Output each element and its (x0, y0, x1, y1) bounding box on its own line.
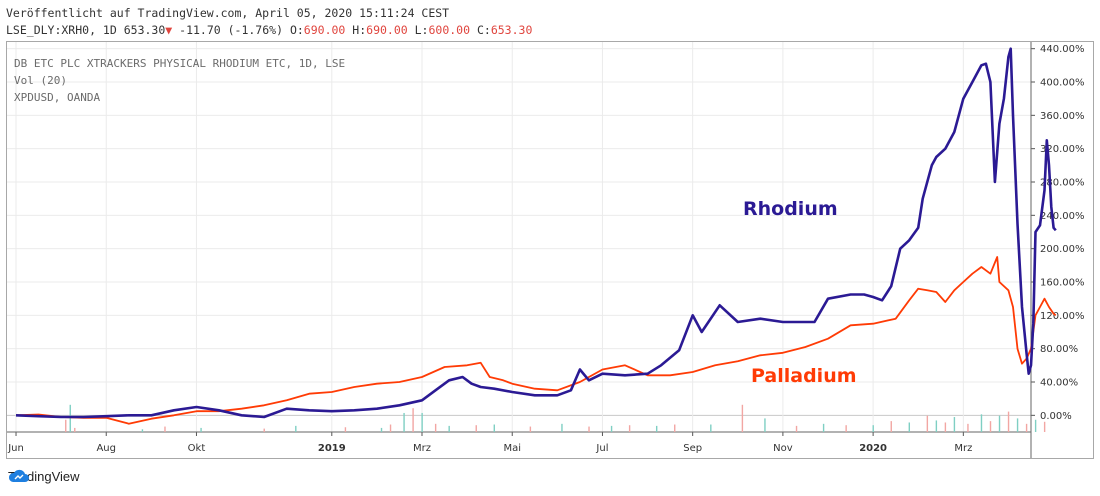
y-tick-label: 160.00% (1040, 278, 1085, 289)
rhodium-annotation: Rhodium (743, 198, 838, 220)
y-tick-label: 80.00% (1040, 344, 1078, 355)
x-tick-label: Jul (595, 443, 608, 454)
volume-bar (822, 423, 825, 432)
y-tick-label: 280.00% (1040, 178, 1085, 189)
volume-bar (421, 412, 423, 432)
x-tick-label: 2019 (318, 443, 346, 454)
volume-bar (980, 414, 983, 432)
volume-bar (380, 427, 383, 432)
volume-bar (493, 424, 495, 432)
x-tick-label: 2020 (859, 443, 887, 454)
volume-bar (434, 423, 437, 432)
y-tick-label: 320.00% (1040, 144, 1085, 155)
rhodium-line (15, 47, 1057, 419)
volume-bar (200, 427, 202, 432)
symbol-label: LSE_DLY:XRH0, 1D (6, 23, 117, 37)
palladium-line (15, 256, 1057, 425)
volume-bar (935, 420, 938, 432)
x-tick-label: Mrz (413, 443, 431, 454)
legend-compare-series[interactable]: XPDUSD, OANDA (14, 91, 101, 104)
price-change: -11.70 (-1.76%) (179, 23, 283, 37)
x-tick-label: Mai (503, 443, 521, 454)
volume-bar (795, 425, 798, 432)
volume-bar (926, 415, 929, 432)
volume-bar (344, 427, 347, 432)
volume-bar (389, 424, 392, 432)
volume-bar (953, 417, 956, 432)
volume-bar (764, 418, 766, 432)
open-label: O: (289, 23, 304, 37)
x-tick-label: Sep (683, 443, 702, 454)
volume-bar (295, 425, 297, 432)
chart-frame[interactable] (6, 41, 1094, 459)
low-value: 600.00 (428, 23, 471, 37)
x-tick-label: Jun (7, 443, 24, 454)
volume-bar (263, 428, 265, 432)
volume-bar (967, 423, 969, 432)
volume-bar (1034, 419, 1037, 432)
volume-bar (475, 425, 477, 432)
y-tick-label: 440.00% (1040, 44, 1085, 55)
volume-bar (529, 426, 532, 432)
volume-bar (872, 425, 874, 432)
x-tick-label: Okt (188, 443, 206, 454)
volume-bar (944, 422, 947, 432)
tradingview-cloud-icon (8, 469, 29, 482)
volume-bar (1007, 411, 1010, 432)
down-arrow-icon: ▼ (165, 23, 173, 37)
volume-bar (674, 424, 676, 432)
volume-bar (998, 415, 1001, 432)
volume-bar (69, 404, 71, 432)
volume-bar (65, 419, 67, 432)
volume-bar (1025, 423, 1028, 432)
x-tick-label: Mrz (954, 443, 972, 454)
y-tick-label: 0.00% (1040, 411, 1072, 422)
volume-bar (561, 423, 563, 432)
tradingview-logo[interactable]: TradingView (8, 469, 80, 484)
volume-bar (628, 425, 631, 432)
volume-bar (655, 425, 658, 432)
legend-main-series[interactable]: DB ETC PLC XTRACKERS PHYSICAL RHODIUM ET… (14, 57, 346, 70)
volume-bar (989, 421, 992, 432)
y-tick-label: 360.00% (1040, 111, 1085, 122)
y-tick-label: 40.00% (1040, 378, 1078, 389)
volume-bar (741, 404, 744, 432)
volume-bar (74, 427, 76, 432)
volume-bar (908, 422, 911, 432)
close-label: C: (476, 23, 491, 37)
y-tick-label: 240.00% (1040, 211, 1085, 222)
high-value: 690.00 (366, 23, 408, 37)
x-tick-label: Nov (773, 443, 793, 454)
volume-bar (890, 421, 892, 432)
published-header: Veröffentlicht auf TradingView.com, Apri… (6, 6, 450, 20)
volume-bar (164, 426, 166, 432)
last-price: 653.30 (123, 23, 166, 37)
high-label: H: (352, 23, 367, 37)
volume-bar (1043, 421, 1046, 432)
low-label: L: (414, 23, 429, 37)
volume-bar (845, 425, 847, 432)
volume-bar (710, 424, 712, 432)
legend-volume[interactable]: Vol (20) (14, 74, 67, 87)
open-value: 690.00 (303, 23, 346, 37)
y-tick-label: 120.00% (1040, 311, 1085, 322)
volume-bar (412, 408, 414, 432)
volume-bar (1016, 418, 1019, 432)
close-value: 653.30 (490, 23, 533, 37)
volume-bar (141, 429, 144, 432)
y-tick-label: 400.00% (1040, 78, 1085, 89)
palladium-annotation: Palladium (751, 365, 857, 387)
volume-bar (448, 425, 450, 432)
volume-bar (403, 412, 405, 432)
volume-bar (588, 426, 590, 432)
symbol-ohlc-header: LSE_DLY:XRH0, 1D 653.30▼ -11.70 (-1.76%)… (6, 23, 532, 37)
volume-bar (610, 425, 613, 432)
y-tick-label: 200.00% (1040, 244, 1085, 255)
x-tick-label: Aug (96, 443, 116, 454)
